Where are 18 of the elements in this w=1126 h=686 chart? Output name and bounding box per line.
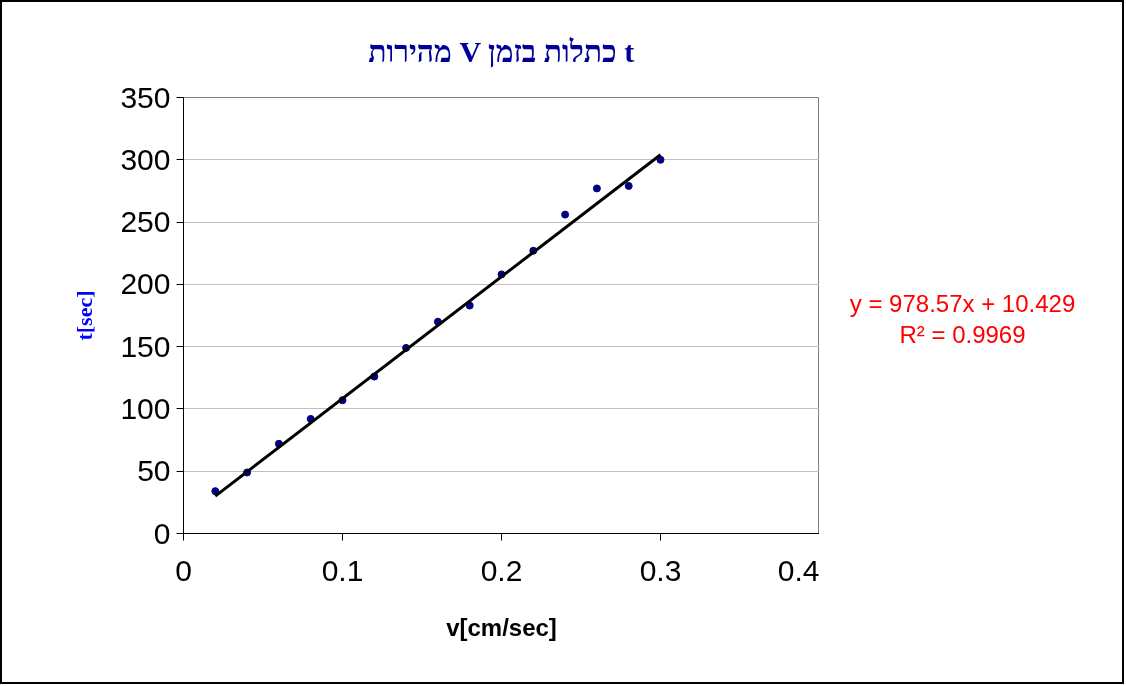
y-tick-label: 100 — [120, 391, 171, 425]
y-tick-label: 50 — [137, 454, 171, 488]
x-tick-label: 0.1 — [321, 553, 364, 587]
y-tick-label: 350 — [120, 80, 171, 114]
y-tick-label: 300 — [120, 142, 171, 176]
x-tick-label: 0.2 — [480, 553, 523, 587]
text: R² = 0.9969 — [899, 320, 1026, 348]
y-tick-label: 250 — [120, 205, 171, 239]
chart-title: מהירות V כתלות בזמן t — [368, 34, 635, 68]
y-axis-title: t[sec] — [72, 290, 98, 341]
y-tick-label: 200 — [120, 267, 171, 301]
y-tick-label: 150 — [120, 329, 171, 363]
text: y = 978.57x + 10.429 — [849, 289, 1076, 317]
x-tick-label: 0 — [175, 553, 192, 587]
x-tick-label: 0.3 — [639, 553, 682, 587]
x-axis-title: v[cm/sec] — [446, 613, 557, 641]
y-tick-label: 0 — [153, 516, 171, 550]
x-tick-label: 0.4 — [777, 553, 820, 587]
